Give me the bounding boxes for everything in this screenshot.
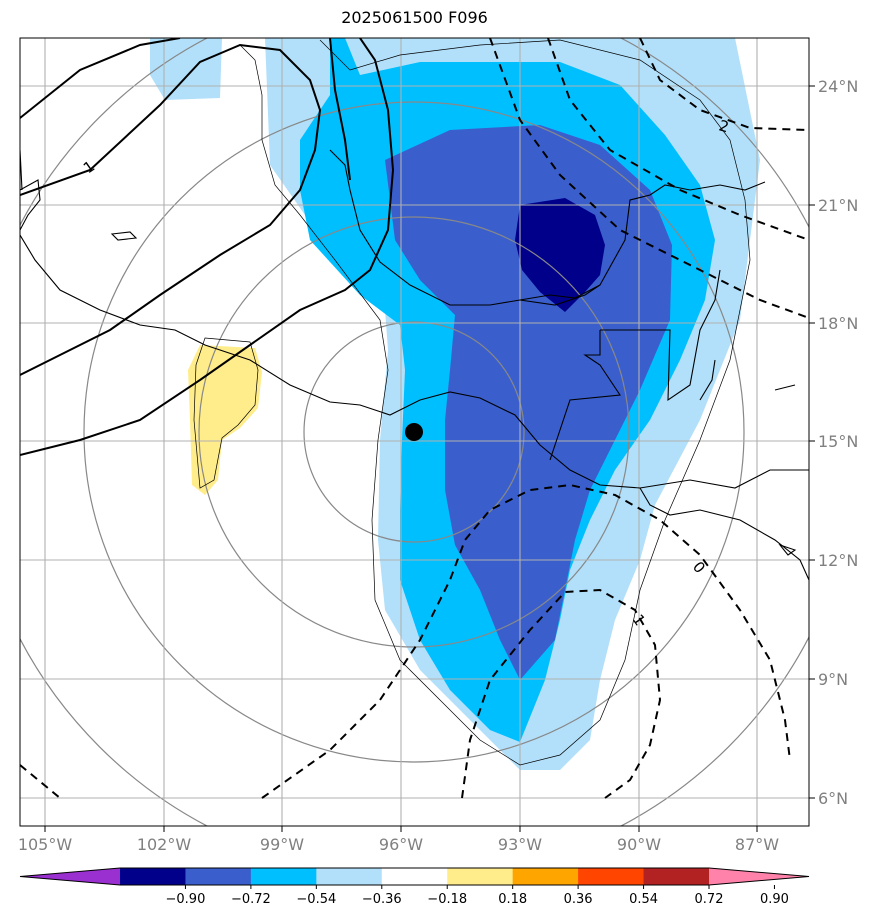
colorbar-tick-label: 0.72 bbox=[695, 892, 724, 907]
storm-center-marker bbox=[405, 423, 423, 441]
colorbar-segment bbox=[316, 868, 383, 885]
colorbar-outline bbox=[19, 867, 810, 886]
colorbar-tick-label: 0.36 bbox=[564, 892, 593, 907]
field-yellow bbox=[188, 345, 262, 495]
lon-label: 93°W bbox=[498, 835, 542, 854]
tick-marks bbox=[44, 85, 815, 832]
colorbar-segment bbox=[512, 868, 579, 885]
contour-label: 0 bbox=[689, 558, 709, 577]
coastlines bbox=[20, 149, 809, 581]
colorbar-tick-label: −0.72 bbox=[231, 892, 271, 907]
lat-label: 12°N bbox=[818, 551, 858, 570]
colorbar-tick-label: −0.54 bbox=[296, 892, 336, 907]
dashed-isolines bbox=[20, 38, 809, 799]
lat-label: 6°N bbox=[818, 789, 848, 808]
lon-label: 90°W bbox=[617, 835, 661, 854]
lat-label: 9°N bbox=[818, 670, 848, 689]
colorbar-extend-high bbox=[709, 868, 809, 885]
colorbar-segment bbox=[120, 868, 186, 885]
contour-label: 2 bbox=[717, 116, 731, 136]
lon-label: 105°W bbox=[18, 835, 73, 854]
lat-label: 15°N bbox=[818, 432, 858, 451]
colorbar-tick-label: 0.90 bbox=[760, 892, 789, 907]
lat-label: 18°N bbox=[818, 314, 858, 333]
colorbar: −0.90 −0.72 −0.54 −0.36 −0.18 0.18 0.36 0.54 0.7… bbox=[19, 867, 810, 907]
colorbar-segment bbox=[578, 868, 645, 885]
colorbar-segment bbox=[250, 868, 317, 885]
map-frame bbox=[19, 37, 810, 827]
field-navy bbox=[515, 198, 605, 312]
colorbar-tick-label: −0.36 bbox=[362, 892, 402, 907]
lon-label: 99°W bbox=[260, 835, 304, 854]
map-area: 1 2 0 1 bbox=[20, 38, 809, 826]
lat-label: 21°N bbox=[818, 196, 858, 215]
colorbar-segment bbox=[643, 868, 710, 885]
gridlines bbox=[20, 38, 809, 826]
lat-label: 24°N bbox=[818, 77, 858, 96]
lon-label: 96°W bbox=[379, 835, 423, 854]
colorbar-segment bbox=[185, 868, 252, 885]
lon-label: 102°W bbox=[137, 835, 192, 854]
colorbar-tick-label: 0.18 bbox=[498, 892, 527, 907]
distance-rings bbox=[20, 38, 809, 826]
lon-label: 87°W bbox=[735, 835, 779, 854]
colorbar-tick-label: 0.54 bbox=[629, 892, 658, 907]
yellow-outline-contour bbox=[193, 337, 259, 489]
colorbar-segment bbox=[447, 868, 514, 885]
colorbar-segment bbox=[381, 868, 448, 885]
colorbar-extend-low bbox=[20, 868, 120, 885]
contour-label: 1 bbox=[80, 157, 98, 177]
field-outline-contour bbox=[239, 39, 751, 766]
colorbar-tick-label: −0.90 bbox=[166, 892, 206, 907]
solid-isolines bbox=[20, 38, 395, 456]
colorbar-tick-label: −0.18 bbox=[427, 892, 467, 907]
map-title: 2025061500 F096 bbox=[341, 8, 488, 27]
